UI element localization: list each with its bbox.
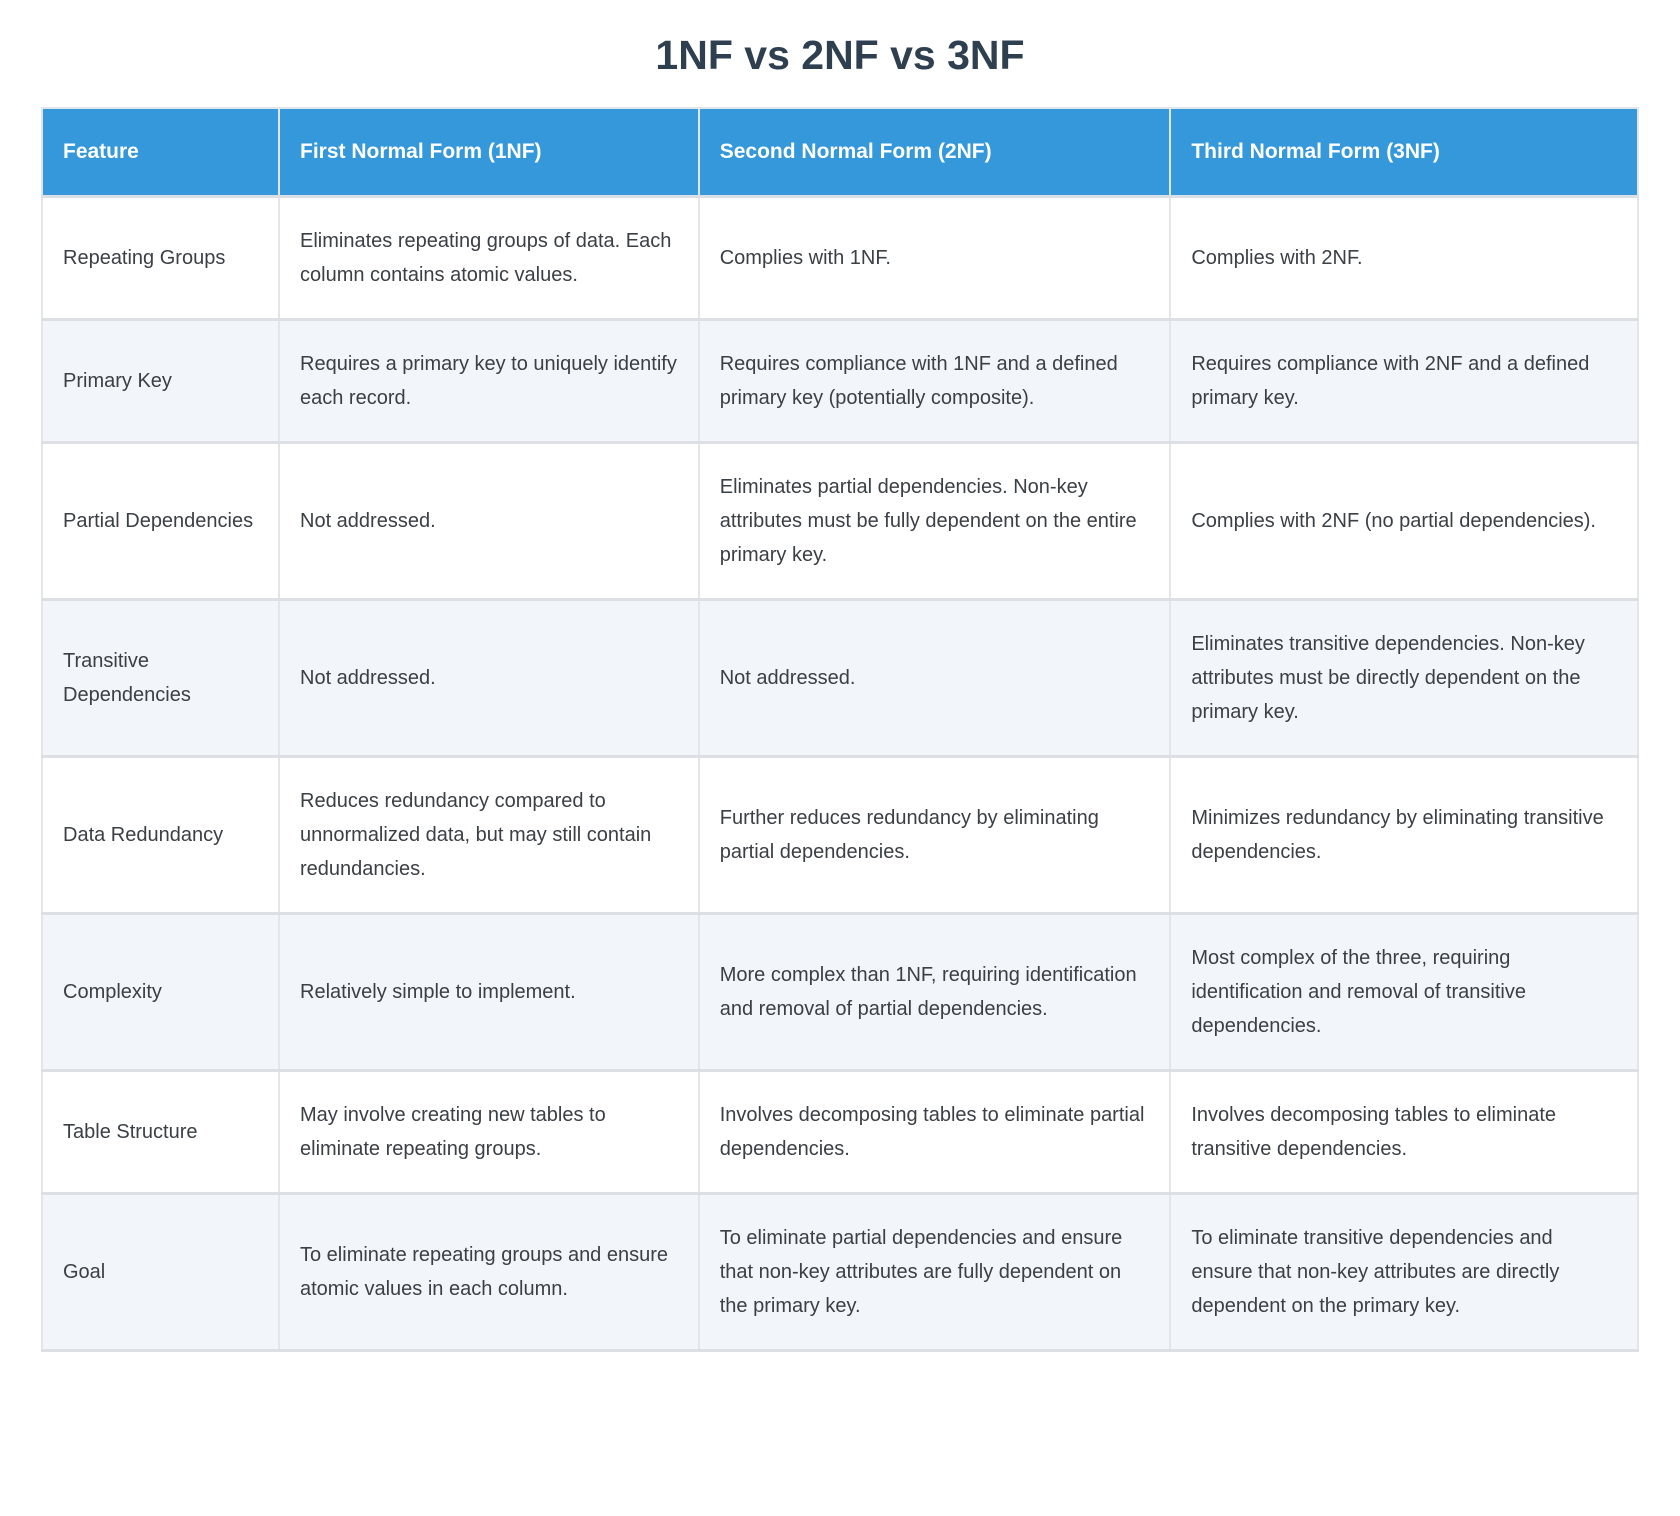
nf1-cell: Reduces redundancy compared to unnormali… <box>278 755 700 915</box>
feature-cell: Primary Key <box>41 318 280 444</box>
nf3-cell: Complies with 2NF (no partial dependenci… <box>1169 441 1639 601</box>
page-title: 1NF vs 2NF vs 3NF <box>655 32 1025 78</box>
nf3-cell: Involves decomposing tables to eliminate… <box>1169 1069 1639 1195</box>
nf3-cell: Complies with 2NF. <box>1169 195 1639 321</box>
nf2-cell: Further reduces redundancy by eliminatin… <box>697 755 1172 915</box>
table-row: Transitive Dependencies Not addressed. N… <box>41 598 1639 758</box>
nf1-cell: Relatively simple to implement. <box>278 912 700 1072</box>
nf1-cell: To eliminate repeating groups and ensure… <box>278 1192 700 1352</box>
nf3-cell: To eliminate transitive dependencies and… <box>1169 1192 1639 1352</box>
table-row: Partial Dependencies Not addressed. Elim… <box>41 441 1639 601</box>
feature-cell: Table Structure <box>41 1069 280 1195</box>
column-header-2nf: Second Normal Form (2NF) <box>697 107 1172 198</box>
nf1-cell: Not addressed. <box>278 441 700 601</box>
nf1-cell: Eliminates repeating groups of data. Eac… <box>278 195 700 321</box>
nf3-cell: Minimizes redundancy by eliminating tran… <box>1169 755 1639 915</box>
feature-cell: Data Redundancy <box>41 755 280 915</box>
nf3-cell: Requires compliance with 2NF and a defin… <box>1169 318 1639 444</box>
table-row: Goal To eliminate repeating groups and e… <box>41 1192 1639 1352</box>
nf2-cell: More complex than 1NF, requiring identif… <box>697 912 1172 1072</box>
nf3-cell: Eliminates transitive dependencies. Non-… <box>1169 598 1639 758</box>
column-header-1nf: First Normal Form (1NF) <box>278 107 700 198</box>
column-header-3nf: Third Normal Form (3NF) <box>1169 107 1639 198</box>
column-header-feature: Feature <box>41 107 280 198</box>
nf2-cell: Eliminates partial dependencies. Non-key… <box>697 441 1172 601</box>
nf2-cell: Involves decomposing tables to eliminate… <box>697 1069 1172 1195</box>
comparison-table: Feature First Normal Form (1NF) Second N… <box>41 107 1639 1352</box>
feature-cell: Transitive Dependencies <box>41 598 280 758</box>
table-row: Table Structure May involve creating new… <box>41 1069 1639 1195</box>
nf2-cell: Not addressed. <box>697 598 1172 758</box>
header-row: Feature First Normal Form (1NF) Second N… <box>41 107 1639 198</box>
feature-cell: Goal <box>41 1192 280 1352</box>
feature-cell: Partial Dependencies <box>41 441 280 601</box>
table-row: Primary Key Requires a primary key to un… <box>41 318 1639 444</box>
table-row: Data Redundancy Reduces redundancy compa… <box>41 755 1639 915</box>
table-body: Repeating Groups Eliminates repeating gr… <box>41 195 1639 1352</box>
table-header: Feature First Normal Form (1NF) Second N… <box>41 107 1639 198</box>
feature-cell: Complexity <box>41 912 280 1072</box>
nf1-cell: Not addressed. <box>278 598 700 758</box>
table-row: Complexity Relatively simple to implemen… <box>41 912 1639 1072</box>
feature-cell: Repeating Groups <box>41 195 280 321</box>
nf1-cell: Requires a primary key to uniquely ident… <box>278 318 700 444</box>
nf2-cell: Requires compliance with 1NF and a defin… <box>697 318 1172 444</box>
nf2-cell: To eliminate partial dependencies and en… <box>697 1192 1172 1352</box>
table-row: Repeating Groups Eliminates repeating gr… <box>41 195 1639 321</box>
nf1-cell: May involve creating new tables to elimi… <box>278 1069 700 1195</box>
nf2-cell: Complies with 1NF. <box>697 195 1172 321</box>
nf3-cell: Most complex of the three, requiring ide… <box>1169 912 1639 1072</box>
